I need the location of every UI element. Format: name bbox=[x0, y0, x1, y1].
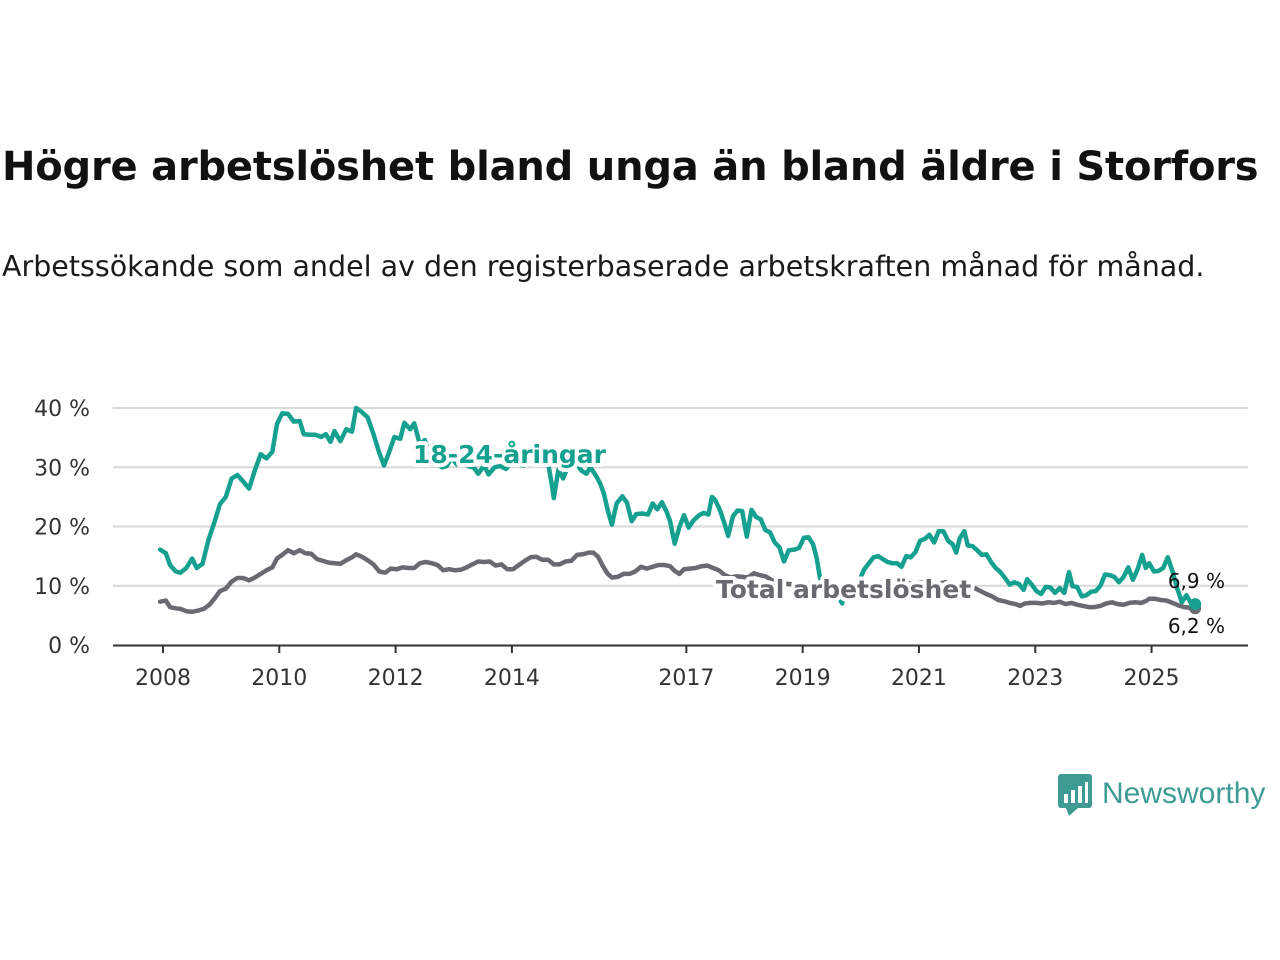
y-tick-label: 0 % bbox=[48, 634, 90, 659]
x-tick-label: 2019 bbox=[775, 666, 831, 691]
x-tick-label: 2021 bbox=[891, 666, 947, 691]
chart-title: Högre arbetslöshet bland unga än bland ä… bbox=[2, 144, 1259, 190]
series-labels: 18-24-åringar Total arbetslöshet 6,9 % 6,2 … bbox=[409, 436, 1225, 638]
series-label-total: Total arbetslöshet bbox=[716, 575, 971, 604]
series-line bbox=[157, 547, 1198, 615]
x-tick-label: 2023 bbox=[1007, 666, 1063, 691]
y-tick-label: 20 % bbox=[34, 516, 90, 541]
x-axis-ticks: 2008 2010 2012 2014 2017 2019 2021 2023 2025 bbox=[135, 645, 1180, 691]
line-chart: 0 % 10 % 20 % 30 % 40 % 2008 2010 2012 2014 2017… bbox=[34, 397, 1248, 691]
y-tick-label: 10 % bbox=[34, 575, 90, 600]
end-value-total: 6,2 % bbox=[1168, 614, 1225, 638]
series-end-dot bbox=[1189, 598, 1202, 611]
x-tick-label: 2010 bbox=[251, 666, 307, 691]
x-tick-label: 2017 bbox=[658, 666, 714, 691]
y-axis-ticks: 0 % 10 % 20 % 30 % 40 % bbox=[34, 397, 90, 659]
series-line bbox=[157, 405, 1198, 607]
newsworthy-logo-icon bbox=[1058, 774, 1092, 816]
newsworthy-brand: Newsworthy bbox=[1058, 770, 1265, 818]
chart-subtitle: Arbetssökande som andel av den registerb… bbox=[2, 250, 1205, 283]
x-tick-label: 2014 bbox=[484, 666, 540, 691]
y-tick-label: 30 % bbox=[34, 456, 90, 481]
y-tick-label: 40 % bbox=[34, 397, 90, 422]
x-tick-label: 2012 bbox=[368, 666, 424, 691]
gridlines bbox=[113, 407, 1248, 587]
x-tick-label: 2025 bbox=[1124, 666, 1180, 691]
end-value-youth: 6,9 % bbox=[1168, 569, 1225, 593]
series-label-youth: 18-24-åringar bbox=[413, 440, 607, 469]
brand-name: Newsworthy bbox=[1102, 777, 1266, 810]
series-lines bbox=[157, 405, 1202, 615]
x-tick-label: 2008 bbox=[135, 666, 191, 691]
